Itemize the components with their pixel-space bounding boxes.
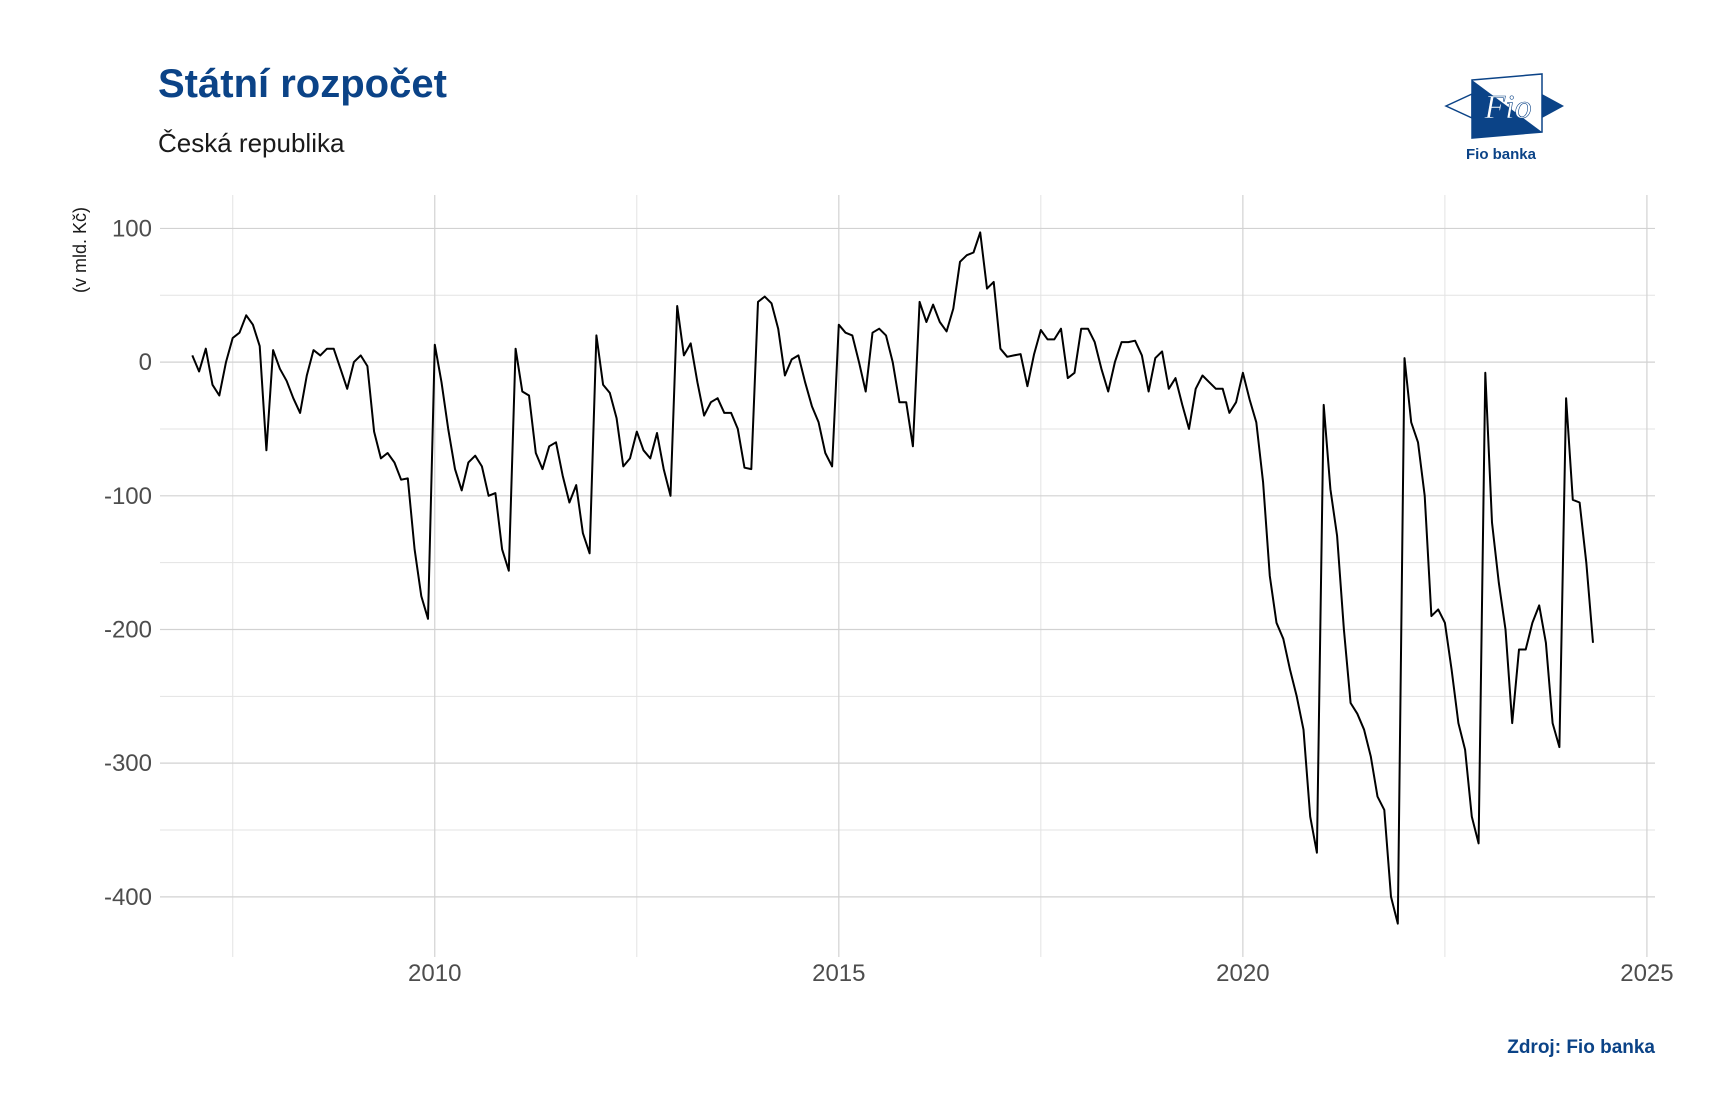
minor-gridlines xyxy=(160,195,1655,957)
y-tick-label: 100 xyxy=(112,215,152,242)
x-tick-label: 2020 xyxy=(1216,960,1269,987)
x-tick-label: 2015 xyxy=(812,960,865,987)
y-axis-ticks: 100 0 -100 -200 -300 -400 xyxy=(104,215,152,910)
logo-text: Fio xyxy=(1483,89,1531,126)
major-gridlines xyxy=(160,195,1655,957)
x-tick-label: 2025 xyxy=(1620,960,1673,987)
y-axis-label: (v mld. Kč) xyxy=(70,207,90,293)
chart-subtitle: Česká republika xyxy=(158,128,345,158)
y-tick-label: -300 xyxy=(104,750,152,777)
fio-logo-icon: Fio xyxy=(1444,73,1564,139)
budget-balance-line xyxy=(191,231,1594,925)
chart-title: Státní rozpočet xyxy=(158,62,447,106)
x-axis-ticks: 2010 2015 2020 2025 xyxy=(408,960,1674,987)
y-tick-label: -100 xyxy=(104,483,152,510)
source-note: Zdroj: Fio banka xyxy=(1507,1037,1655,1058)
y-tick-label: 0 xyxy=(139,349,152,376)
y-tick-label: -400 xyxy=(104,884,152,911)
y-tick-label: -200 xyxy=(104,616,152,643)
x-tick-label: 2010 xyxy=(408,960,461,987)
logo-caption: Fio banka xyxy=(1465,146,1536,163)
